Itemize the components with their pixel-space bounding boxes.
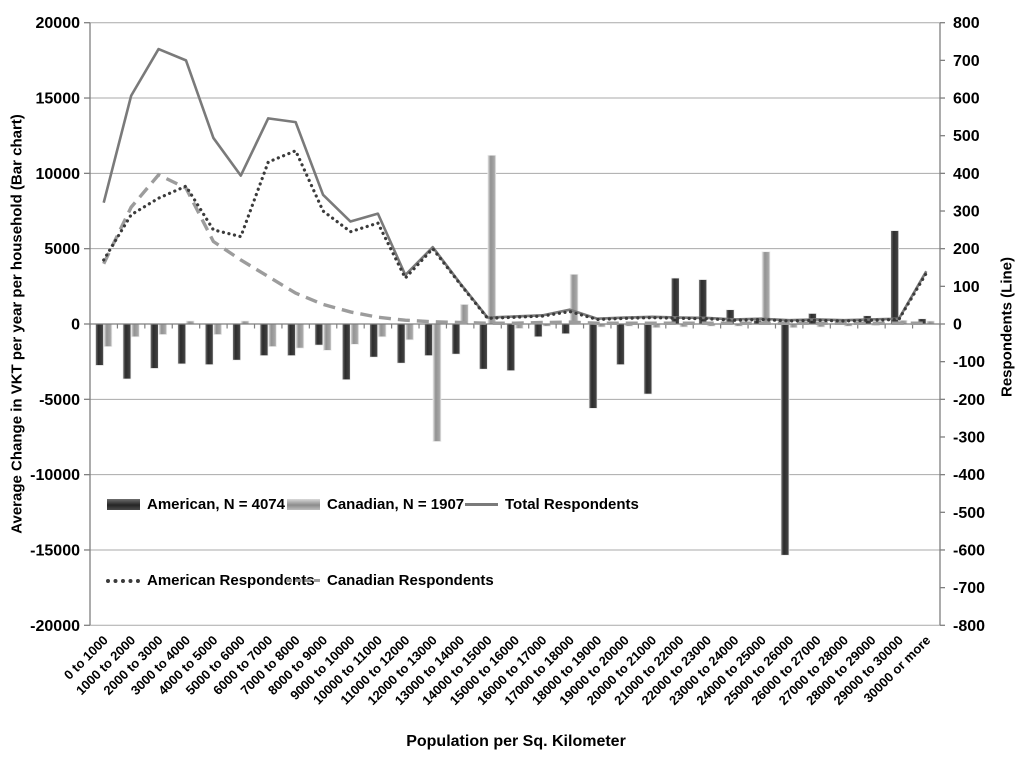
- legend-label-total-respondents: Total Respondents: [505, 496, 639, 513]
- right-axis-tick-label: -700: [953, 580, 985, 597]
- dotted-line-swatch: [106, 578, 140, 583]
- right-axis-tick-label: -600: [953, 542, 985, 559]
- legend-item-american-bars: American, N = 4074: [107, 496, 285, 513]
- bars-canadian: [103, 154, 935, 442]
- right-axis-tick-label: -200: [953, 392, 985, 409]
- right-axis-tick-label: 100: [953, 279, 980, 296]
- line-canadian-respondents: [102, 172, 927, 325]
- left-axis-tick-label: 10000: [36, 166, 81, 183]
- left-axis-tick-label: 0: [71, 317, 80, 334]
- axis-tick-labels: 20000150001000050000-5000-10000-15000-20…: [30, 15, 985, 635]
- right-axis-tick-label: 800: [953, 15, 980, 32]
- right-axis-tick-label: 300: [953, 204, 980, 221]
- right-axis-tick-label: -100: [953, 354, 985, 371]
- left-axis-tick-label: 20000: [36, 15, 81, 32]
- legend-label-canadian-bars: Canadian, N = 1907: [327, 496, 465, 513]
- left-axis-tick-label: -10000: [30, 467, 80, 484]
- right-axis-tick-label: 400: [953, 166, 980, 183]
- left-axis-tick-label: 5000: [44, 241, 80, 258]
- left-axis-tick-label: -20000: [30, 618, 80, 635]
- right-axis-tick-label: 600: [953, 91, 980, 108]
- legend-label-american-bars: American, N = 4074: [147, 496, 285, 513]
- right-axis-tick-label: 200: [953, 241, 980, 258]
- right-axis-tick-label: -500: [953, 505, 985, 522]
- legend-item-canadian-bars: Canadian, N = 1907: [287, 496, 464, 513]
- x-axis-title: Population per Sq. Kilometer: [406, 733, 626, 750]
- canadian-bar-swatch: [287, 499, 320, 510]
- legend-label-american-respondents: American Respondents: [147, 572, 315, 589]
- solid-line-swatch: [465, 503, 498, 506]
- right-axis-tick-label: 0: [953, 317, 962, 334]
- legend-item-american-respondents: American Respondents: [106, 572, 315, 589]
- left-axis-tick-label: -5000: [39, 392, 80, 409]
- left-axis-title: Average Change in VKT per year per house…: [8, 114, 26, 534]
- legend-label-canadian-respondents: Canadian Respondents: [327, 572, 494, 589]
- right-axis-title: Respondents (Line): [998, 256, 1016, 398]
- gridlines: [90, 22, 940, 626]
- line-american-respondents: [102, 148, 928, 323]
- dashed-line-swatch: [286, 579, 320, 582]
- left-axis-tick-label: -15000: [30, 542, 80, 559]
- right-axis-tick-label: -300: [953, 429, 985, 446]
- right-axis-tick-label: 700: [953, 53, 980, 70]
- american-bar-swatch: [107, 499, 140, 510]
- legend-item-total-respondents: Total Respondents: [465, 496, 639, 513]
- right-axis-tick-label: 500: [953, 128, 980, 145]
- right-axis-tick-label: -800: [953, 618, 985, 635]
- line-total-respondents: [102, 47, 928, 322]
- left-axis-tick-label: 15000: [36, 91, 81, 108]
- right-axis-tick-label: -400: [953, 467, 985, 484]
- legend-item-canadian-respondents: Canadian Respondents: [286, 572, 494, 589]
